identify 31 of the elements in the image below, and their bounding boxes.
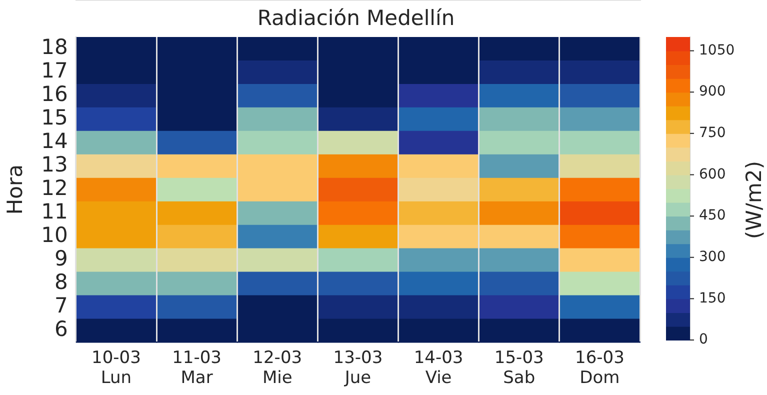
x-tick-label: 16-03 Dom	[575, 348, 624, 388]
color-bar-label: 300	[699, 249, 726, 266]
y-axis-title: Hora	[3, 164, 28, 215]
y-tick-label: 17	[41, 58, 68, 83]
color-bar-label: 150	[699, 290, 726, 306]
y-tick-label: 15	[41, 106, 68, 130]
y-tick-label: 13	[41, 152, 68, 177]
color-bar-label: 750	[699, 125, 726, 142]
y-tick-label: 18	[41, 35, 68, 60]
x-tick-label: 14-03 Vie	[414, 348, 464, 388]
y-tick-label: 11	[41, 200, 68, 224]
chart-title: Radiación Medellín	[256, 6, 456, 30]
y-tick-label: 14	[41, 129, 68, 154]
y-tick-label: 7	[54, 293, 68, 318]
color-bar-label: 600	[699, 166, 726, 182]
y-tick-label: 10	[41, 223, 68, 248]
y-tick-label: 12	[41, 176, 68, 200]
color-bar-label: 0	[699, 332, 708, 348]
y-tick-label: 9	[54, 246, 68, 270]
y-tick-label: 6	[54, 316, 68, 341]
x-tick-label: 10-03 Lun	[92, 348, 141, 388]
x-tick-label: 13-03 Jue	[333, 348, 383, 388]
color-bar-title: (W/m2)	[742, 160, 766, 240]
y-tick-label: 8	[54, 270, 68, 294]
y-tick-label: 16	[41, 82, 68, 106]
color-bar-label: 900	[699, 84, 726, 100]
x-tick-label: 11-03 Mar	[172, 348, 222, 388]
x-tick-label: 12-03 Mie	[252, 348, 302, 388]
color-bar-label: 450	[699, 208, 726, 224]
x-tick-label: 15-03 Sab	[494, 348, 544, 388]
color-bar-label: 1050	[699, 42, 735, 58]
